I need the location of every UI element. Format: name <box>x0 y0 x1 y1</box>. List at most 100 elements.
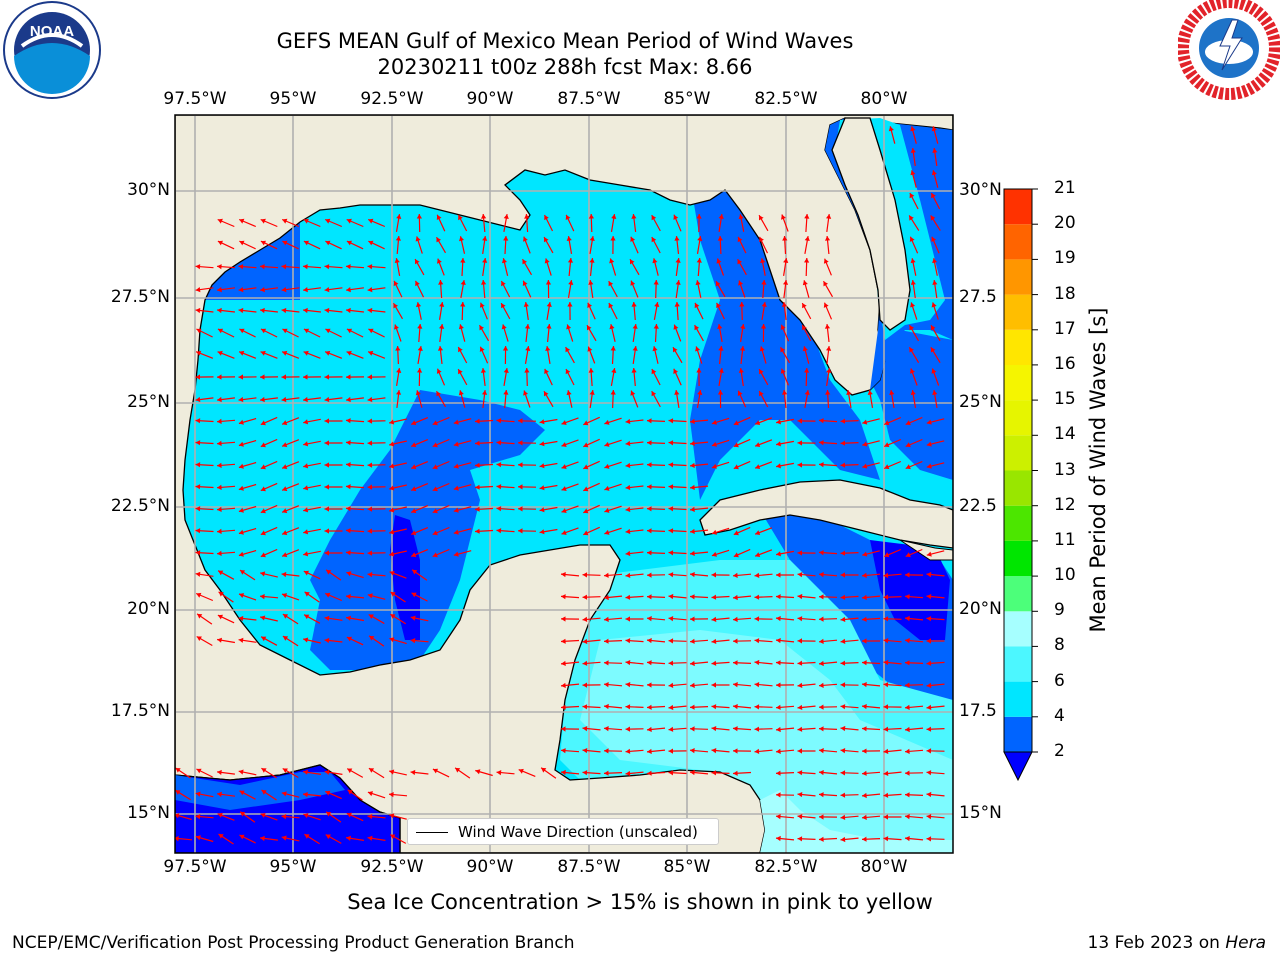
wave-direction-arrowhead <box>760 258 766 264</box>
colorbar-tick-label: 2 <box>1054 741 1065 761</box>
wave-direction-arrowhead <box>367 835 373 841</box>
wave-direction-arrowhead <box>733 660 738 666</box>
wave-direction-arrowhead <box>561 508 567 513</box>
colorbar-segment <box>1004 646 1032 682</box>
wave-direction-arrowhead <box>883 704 888 710</box>
wave-direction-arrowhead <box>239 240 245 246</box>
wave-direction-arrowhead <box>518 506 523 512</box>
wave-direction-arrowhead <box>926 551 932 557</box>
wave-direction-arrowhead <box>518 462 523 468</box>
wave-direction-arrowhead <box>481 280 487 285</box>
colorbar-segment <box>1004 329 1032 365</box>
wave-direction-arrowhead <box>561 726 566 732</box>
wave-direction-arrowhead <box>932 280 938 285</box>
wave-direction-arrowhead <box>432 768 439 774</box>
wave-direction-arrowhead <box>396 214 402 219</box>
wave-direction-arrowhead <box>260 374 265 380</box>
wave-direction-arrowhead <box>546 324 552 329</box>
wave-direction-arrowhead <box>565 347 571 353</box>
wave-direction-arrowhead <box>754 616 760 622</box>
wave-direction-arrowhead <box>282 636 289 641</box>
wave-direction-arrowhead <box>282 328 288 334</box>
wave-direction-arrowhead <box>238 396 244 403</box>
wave-direction-arrowhead <box>389 419 395 425</box>
wave-direction-arrowhead <box>539 507 545 513</box>
wave-direction-arrowhead <box>218 834 224 839</box>
wave-direction-arrowhead <box>196 592 202 598</box>
wave-direction-arrowhead <box>368 768 375 773</box>
wave-direction-arrowhead <box>931 126 937 132</box>
wave-direction-arrowhead <box>389 769 395 775</box>
wave-direction-arrowhead <box>604 572 609 578</box>
wave-direction-arrowhead <box>690 440 695 446</box>
wave-direction-arrowhead <box>545 280 552 285</box>
wave-direction-arrowhead <box>539 463 545 469</box>
wave-direction-arrowhead <box>883 594 889 600</box>
wave-direction-arrowhead <box>625 594 631 600</box>
wave-direction-arrowhead <box>668 726 674 732</box>
wave-direction-arrowhead <box>625 440 631 447</box>
wave-direction-arrowhead <box>905 704 910 710</box>
colorbar-tick-label: 14 <box>1054 424 1076 445</box>
wave-direction-arrowhead <box>195 418 201 424</box>
wave-direction-arrowhead <box>367 791 373 797</box>
wave-direction-arrowhead <box>217 440 222 446</box>
wave-direction-arrowhead <box>522 280 528 286</box>
colorbar-tick-label: 6 <box>1054 670 1065 691</box>
wave-direction-arrowhead <box>217 350 223 356</box>
wave-direction-arrowhead <box>647 506 652 512</box>
wave-direction-arrowhead <box>625 616 630 622</box>
wave-direction-arrowhead <box>195 571 201 577</box>
wave-direction-arrowhead <box>346 307 351 314</box>
wave-direction-arrowhead <box>196 636 202 641</box>
wave-direction-arrowhead <box>239 218 245 224</box>
lon-tick-label-bottom: 82.5°W <box>754 857 818 877</box>
lat-tick-label-left: 25°N <box>127 392 170 412</box>
colorbar-tick-label: 21 <box>1054 178 1076 198</box>
wave-direction-arrowhead <box>281 571 287 578</box>
wave-direction-arrowhead <box>668 418 674 424</box>
wave-direction-arrowhead <box>544 368 549 374</box>
map-frame <box>174 114 954 854</box>
wave-direction-arrowhead <box>926 616 932 622</box>
wave-direction-arrowhead <box>625 550 631 557</box>
wave-direction-arrowhead <box>905 638 910 644</box>
wave-direction-arrowhead <box>840 814 846 820</box>
wave-direction-arrowhead <box>733 442 739 448</box>
wave-direction-arrowhead <box>883 748 889 754</box>
wave-direction-arrowhead <box>303 264 308 270</box>
wave-direction-arrowhead <box>282 508 288 514</box>
wave-direction-arrowhead <box>582 638 588 645</box>
wave-direction-arrowhead <box>716 258 722 264</box>
wave-direction-arrowhead <box>755 552 761 557</box>
lat-tick-label-right: 22.5 <box>959 496 997 516</box>
wave-direction-arrowhead <box>582 770 588 776</box>
wave-direction-arrowhead <box>668 660 674 666</box>
wave-direction-arrowhead <box>652 258 658 264</box>
wave-direction-arrowhead <box>754 704 760 710</box>
wave-direction-arrowhead <box>367 440 373 446</box>
wave-direction-arrowhead <box>804 214 810 219</box>
wave-direction-arrowhead <box>346 835 351 841</box>
wave-direction-arrowhead <box>324 264 330 270</box>
wave-direction-arrowhead <box>175 813 180 819</box>
wave-direction-arrowhead <box>217 418 222 424</box>
colorbar-under-triangle <box>1004 752 1032 780</box>
wave-direction-arrowhead <box>604 660 609 666</box>
wave-direction-arrowhead <box>411 464 417 470</box>
wave-direction-arrowhead <box>840 418 846 424</box>
wave-direction-arrowhead <box>260 508 266 514</box>
wave-direction-arrowhead <box>819 418 824 424</box>
wave-direction-arrowhead <box>690 726 695 732</box>
wave-direction-arrowhead <box>711 551 717 557</box>
colorbar-segment <box>1004 189 1032 225</box>
wave-direction-arrowhead <box>930 347 936 353</box>
wave-direction-arrowhead <box>776 616 781 622</box>
wave-direction-arrowhead <box>797 462 802 468</box>
wave-direction-arrowhead <box>819 594 824 600</box>
wave-direction-arrowhead <box>738 280 743 286</box>
wave-direction-arrowhead <box>589 258 595 263</box>
wave-direction-arrowhead <box>668 528 674 534</box>
wave-direction-arrowhead <box>819 638 824 644</box>
wave-direction-arrowhead <box>883 659 889 666</box>
